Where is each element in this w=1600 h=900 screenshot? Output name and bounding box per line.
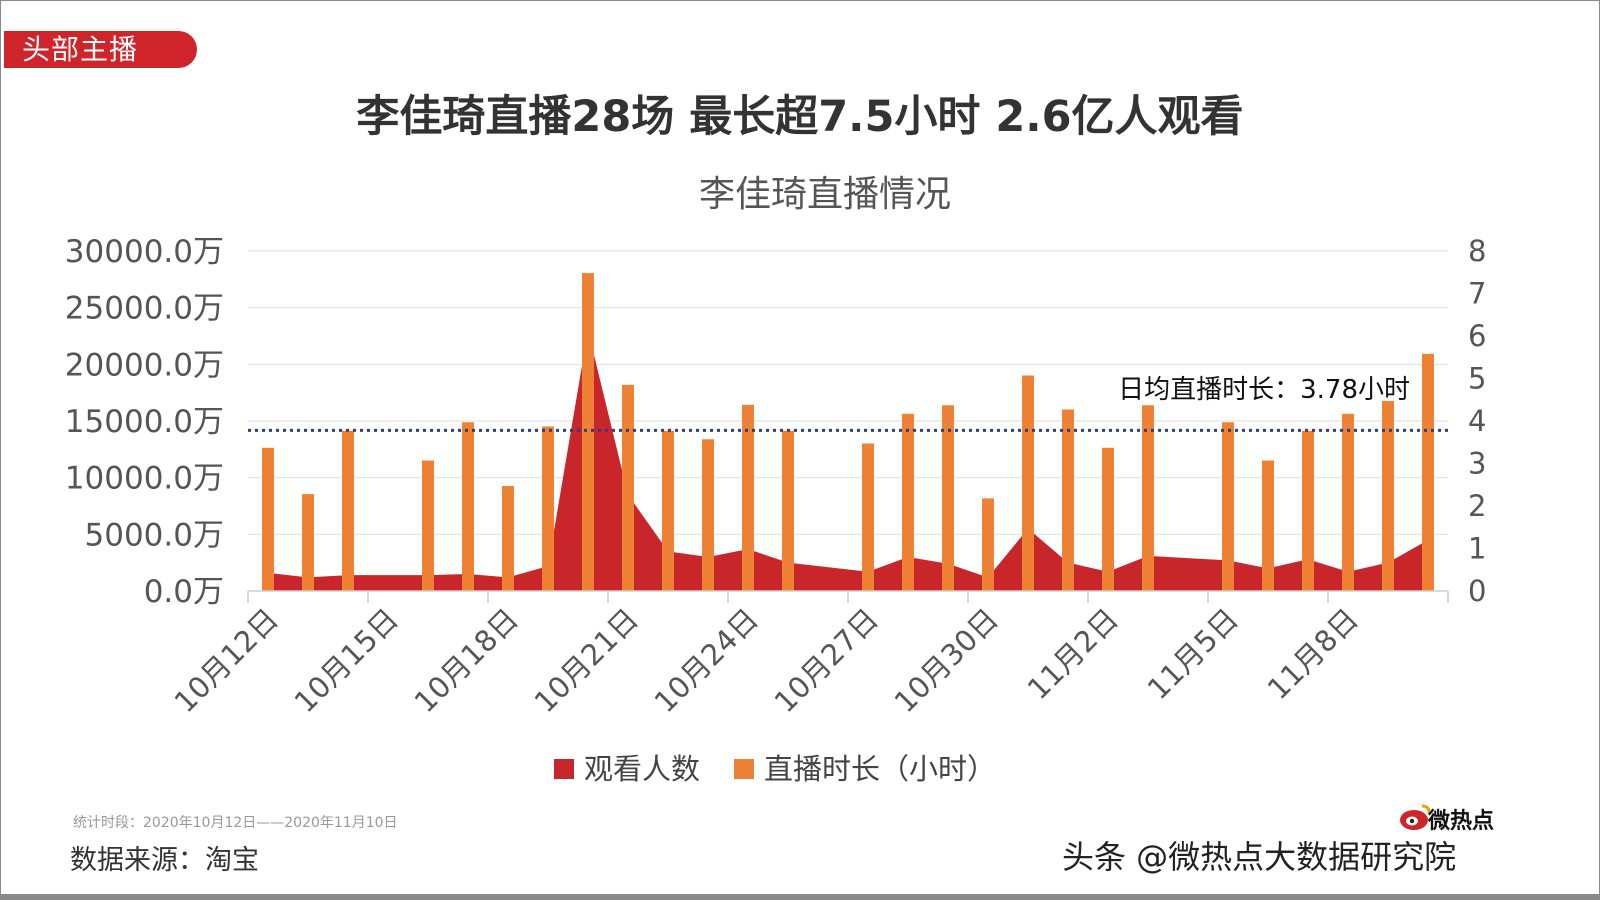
duration-bar xyxy=(1262,460,1274,591)
x-tick-label: 11月2日 xyxy=(1021,602,1125,706)
y2-tick-label: 2 xyxy=(1468,489,1486,523)
duration-bar xyxy=(542,426,554,591)
y2-tick-label: 3 xyxy=(1468,447,1486,481)
duration-bar xyxy=(502,486,514,591)
duration-bar xyxy=(582,273,594,591)
legend: 观看人数 直播时长（小时） xyxy=(554,752,996,786)
logo-text: 微热点 xyxy=(1428,809,1495,834)
y-tick-label: 15000.0万 xyxy=(65,404,224,440)
x-tick-label: 11月8日 xyxy=(1261,602,1365,706)
y2-tick-label: 6 xyxy=(1468,319,1486,353)
average-label: 日均直播时长：3.78小时 xyxy=(1118,375,1410,405)
duration-bar xyxy=(1382,401,1394,591)
y2-tick-label: 8 xyxy=(1468,234,1486,268)
duration-bar xyxy=(1022,375,1034,591)
average-reference: 日均直播时长：3.78小时 xyxy=(248,375,1448,432)
stat-period: 统计时段：2020年10月12日——2020年11月10日 xyxy=(73,815,398,831)
duration-bar xyxy=(1422,353,1434,591)
duration-bar xyxy=(902,413,914,591)
duration-bar xyxy=(422,460,434,591)
x-tick-label: 10月21日 xyxy=(528,602,645,719)
duration-bar xyxy=(862,443,874,591)
duration-bar xyxy=(1102,447,1114,591)
legend-swatch-viewers xyxy=(554,759,574,779)
duration-bar xyxy=(982,498,994,591)
y-tick-label: 30000.0万 xyxy=(65,234,224,270)
duration-bar xyxy=(1342,413,1354,591)
duration-bar xyxy=(262,447,274,591)
duration-bar xyxy=(302,494,314,591)
duration-bar xyxy=(702,439,714,591)
duration-bar xyxy=(742,404,754,591)
duration-bar xyxy=(462,422,474,591)
legend-label-duration: 直播时长（小时） xyxy=(764,752,996,786)
y2-tick-label: 1 xyxy=(1468,532,1486,566)
x-tick-label: 10月24日 xyxy=(648,602,765,719)
x-tick-label: 11月5日 xyxy=(1141,602,1245,706)
data-source: 数据来源：淘宝 xyxy=(70,845,259,876)
duration-bar-series xyxy=(262,273,1434,591)
y2-tick-label: 4 xyxy=(1468,404,1486,438)
duration-bar xyxy=(342,430,354,591)
duration-bar xyxy=(662,430,674,591)
y-tick-label: 5000.0万 xyxy=(85,517,224,553)
gridlines xyxy=(248,250,1448,535)
bottom-border xyxy=(0,894,1600,900)
duration-bar xyxy=(1222,422,1234,591)
duration-bar xyxy=(1142,405,1154,591)
x-tick-label: 10月18日 xyxy=(408,602,525,719)
y-tick-label: 0.0万 xyxy=(144,574,224,610)
headline: 李佳琦直播28场 最长超7.5小时 2.6亿人观看 xyxy=(356,92,1244,142)
watermark: 头条 @微热点大数据研究院 xyxy=(1062,838,1457,876)
category-tag: 头部主播 xyxy=(4,31,197,68)
x-tick-label: 10月30日 xyxy=(888,602,1005,719)
x-tick-label: 10月15日 xyxy=(288,602,405,719)
y2-tick-label: 5 xyxy=(1468,362,1486,396)
y2-tick-label: 7 xyxy=(1468,277,1486,311)
duration-bar xyxy=(782,430,794,591)
y-tick-label: 25000.0万 xyxy=(65,291,224,327)
legend-label-viewers: 观看人数 xyxy=(584,752,700,786)
viewers-area xyxy=(268,330,1428,591)
y-tick-label: 10000.0万 xyxy=(65,461,224,497)
x-tick-label: 10月12日 xyxy=(168,602,285,719)
duration-bar xyxy=(942,405,954,591)
viewers-area-series xyxy=(267,330,1429,591)
chart-title: 李佳琦直播情况 xyxy=(698,174,951,215)
x-tick-label: 10月27日 xyxy=(768,602,885,719)
y-tick-label: 20000.0万 xyxy=(65,347,224,383)
duration-bar xyxy=(1302,430,1314,591)
legend-swatch-duration xyxy=(734,759,754,779)
duration-bar xyxy=(622,384,634,591)
weibo-logo-icon xyxy=(1400,804,1431,830)
y2-tick-label: 0 xyxy=(1468,574,1486,608)
duration-bar xyxy=(1062,409,1074,591)
